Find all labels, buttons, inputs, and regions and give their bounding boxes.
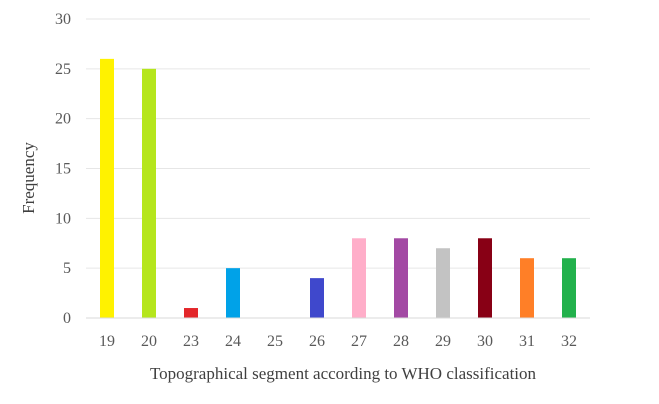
x-tick-label: 31 [519,333,535,350]
x-tick-label: 30 [477,333,493,350]
gridlines [86,18,590,269]
y-tick-label: 10 [55,210,71,227]
bar-23 [184,308,198,318]
y-axis-title: Frequency [19,142,38,214]
y-tick-label: 15 [55,161,71,178]
bar-27 [352,238,366,318]
y-axis-ticks: 0 5 10 15 20 25 30 [55,11,71,327]
bars [100,58,576,318]
x-tick-label: 19 [99,333,115,350]
x-tick-label: 29 [435,333,451,350]
x-tick-label: 23 [183,333,199,350]
x-tick-label: 32 [561,333,577,350]
y-tick-label: 20 [55,111,71,128]
bar-29 [436,248,450,318]
x-tick-label: 24 [225,333,241,350]
bar-26 [310,278,324,318]
y-tick-label: 5 [63,260,71,277]
bar-19 [100,58,114,318]
bar-30 [478,238,492,318]
x-tick-label: 26 [309,333,325,350]
bar-20 [142,68,156,318]
bar-24 [226,268,240,318]
bar-31 [520,258,534,318]
x-tick-label: 25 [267,333,283,350]
x-axis-title: Topographical segment according to WHO c… [150,364,537,383]
x-tick-label: 28 [393,333,409,350]
y-tick-label: 30 [55,11,71,28]
x-tick-label: 27 [351,333,367,350]
x-axis-ticks: 19 20 23 24 25 26 27 28 29 30 31 32 [99,333,577,350]
bar-32 [562,258,576,318]
bar-28 [394,238,408,318]
x-tick-label: 20 [141,333,157,350]
y-tick-label: 0 [63,310,71,327]
y-tick-label: 25 [55,61,71,78]
